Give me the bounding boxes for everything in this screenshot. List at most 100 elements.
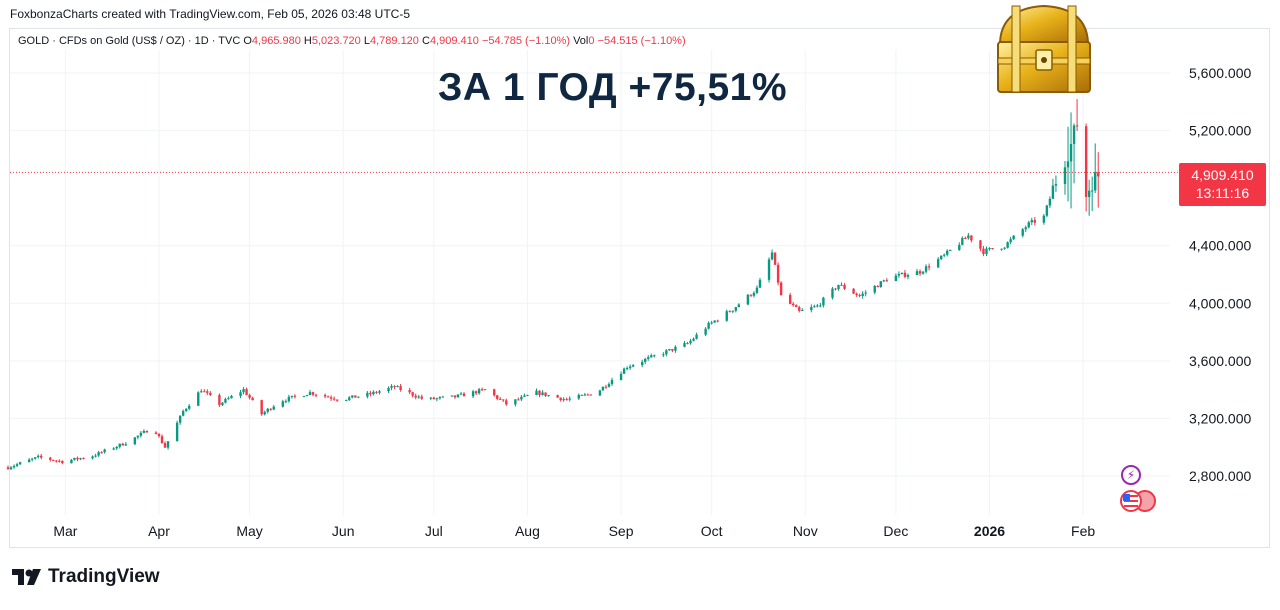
candle-body bbox=[798, 307, 801, 311]
candle-body bbox=[834, 288, 837, 290]
candle-body bbox=[462, 393, 466, 397]
candle-body bbox=[420, 396, 423, 399]
candle-body bbox=[622, 368, 626, 374]
candle-body bbox=[348, 397, 351, 400]
candle-body bbox=[822, 297, 825, 306]
candle-body bbox=[535, 390, 538, 396]
symbol-name[interactable]: GOLD · CFDs on Gold (US$ / OZ) · 1D · TV… bbox=[18, 35, 241, 47]
candle-body bbox=[671, 349, 674, 351]
candle-body bbox=[631, 365, 635, 367]
candle-body bbox=[459, 393, 463, 395]
candle-body bbox=[399, 386, 402, 391]
candle-body bbox=[429, 397, 432, 399]
candle-body bbox=[302, 396, 306, 398]
economic-events-icon[interactable] bbox=[1119, 489, 1159, 513]
candle-body bbox=[1075, 125, 1079, 127]
candles bbox=[6, 99, 1100, 471]
candle-body bbox=[906, 275, 910, 277]
candle-body bbox=[831, 288, 834, 298]
candle-body bbox=[858, 295, 861, 297]
candle-body bbox=[121, 443, 124, 446]
candle-body bbox=[453, 395, 457, 398]
volume-change: −54.515 (−1.10%) bbox=[597, 35, 686, 47]
candle-body bbox=[819, 305, 822, 307]
candle-body bbox=[692, 338, 695, 341]
candle-body bbox=[961, 238, 964, 245]
candle-body bbox=[224, 398, 227, 403]
candle-body bbox=[118, 443, 121, 447]
candle-body bbox=[894, 275, 898, 282]
candle-body bbox=[37, 455, 40, 458]
candle-body bbox=[547, 395, 550, 397]
lightning-icon[interactable]: ⚡ bbox=[1121, 465, 1141, 485]
candle-body bbox=[1072, 125, 1076, 144]
chart-credit: FoxbonzaCharts created with TradingView.… bbox=[10, 7, 410, 21]
candle-body bbox=[357, 396, 360, 398]
candle-body bbox=[1033, 220, 1036, 223]
last-price-label: 4,909.410 13:11:16 bbox=[1179, 163, 1266, 206]
candle-body bbox=[124, 444, 127, 446]
candle-body bbox=[70, 459, 73, 464]
candle-body bbox=[58, 460, 61, 462]
candle-body bbox=[882, 280, 885, 282]
symbol-legend[interactable]: GOLD · CFDs on Gold (US$ / OZ) · 1D · TV… bbox=[18, 35, 686, 47]
candle-body bbox=[375, 391, 378, 393]
candle-body bbox=[411, 392, 414, 396]
candle-body bbox=[97, 452, 100, 456]
candle-body bbox=[181, 410, 185, 416]
chart-frame[interactable] bbox=[9, 28, 1270, 548]
ohlc-close: C4,909.410 bbox=[421, 35, 479, 47]
candle-body bbox=[480, 389, 484, 391]
candle-body bbox=[728, 311, 731, 313]
candle-body bbox=[840, 284, 843, 286]
candle-body bbox=[879, 281, 882, 288]
candle-body bbox=[1051, 185, 1055, 199]
candle-body bbox=[559, 397, 562, 401]
x-tick-label: Jun bbox=[332, 523, 355, 539]
candle-body bbox=[305, 394, 309, 397]
volume: Vol0 bbox=[573, 35, 595, 47]
ohlc-open: O4,965.980 bbox=[243, 35, 301, 47]
candle-body bbox=[752, 292, 756, 296]
candle-body bbox=[625, 368, 629, 370]
candle-body bbox=[91, 456, 94, 459]
candle-body bbox=[843, 284, 846, 289]
candle-body bbox=[55, 460, 58, 462]
y-tick-label: 5,600.000 bbox=[1189, 65, 1251, 81]
tradingview-logo[interactable]: TradingView bbox=[12, 566, 160, 588]
candle-body bbox=[326, 396, 330, 398]
candle-body bbox=[1054, 184, 1058, 186]
candle-body bbox=[166, 441, 170, 448]
candle-body bbox=[136, 435, 140, 438]
candle-body bbox=[311, 392, 315, 395]
candle-body bbox=[641, 361, 644, 366]
candle-body bbox=[33, 457, 37, 459]
candle-body bbox=[366, 392, 369, 397]
candle-body bbox=[61, 460, 64, 464]
candle-body bbox=[526, 395, 529, 397]
candle-body bbox=[520, 396, 523, 400]
ohlc-change: −54.785 (−1.10%) bbox=[481, 35, 571, 47]
candle-body bbox=[139, 432, 143, 436]
candle-body bbox=[163, 443, 167, 448]
x-tick-label: Mar bbox=[53, 523, 77, 539]
bar-countdown: 13:11:16 bbox=[1195, 185, 1250, 201]
candle-body bbox=[610, 379, 614, 385]
candle-body bbox=[242, 389, 245, 393]
candle-body bbox=[505, 400, 508, 405]
y-tick-label: 5,200.000 bbox=[1189, 123, 1251, 139]
candle-body bbox=[251, 397, 254, 401]
grid-lines bbox=[10, 50, 1170, 515]
candle-body bbox=[885, 280, 889, 282]
candle-body bbox=[936, 259, 940, 268]
candle-body bbox=[773, 252, 777, 265]
candle-body bbox=[266, 408, 269, 412]
candle-body bbox=[27, 459, 31, 463]
candle-body bbox=[1066, 161, 1070, 168]
candle-body bbox=[203, 391, 206, 393]
candle-body bbox=[1063, 167, 1067, 185]
candle-body bbox=[837, 284, 840, 290]
candle-body bbox=[900, 272, 904, 275]
candle-body bbox=[746, 294, 750, 305]
